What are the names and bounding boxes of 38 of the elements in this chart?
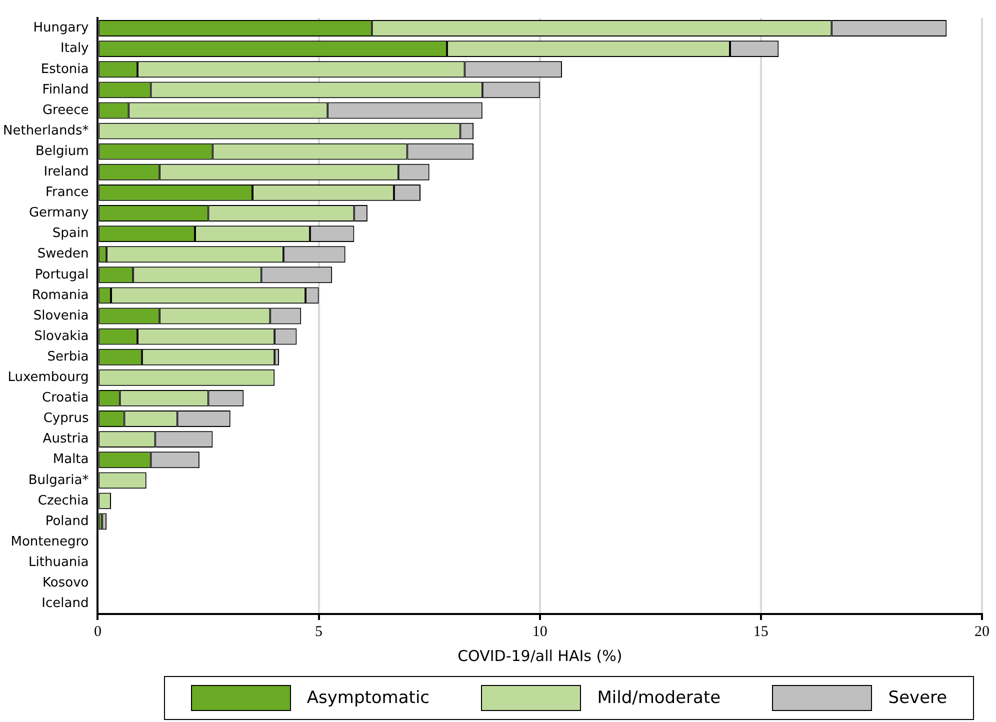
y-tick-label: Croatia [42, 390, 89, 406]
x-tick-label: 5 [315, 624, 323, 640]
x-axis-title: COVID-19/all HAIs (%) [458, 646, 622, 665]
y-tick-label: Hungary [33, 20, 90, 36]
y-tick-label: Estonia [40, 62, 89, 77]
y-tick-label: Malta [52, 452, 89, 468]
y-tick-label: Austria [42, 432, 89, 447]
y-tick-label: Kosovo [42, 576, 89, 591]
y-tick-label: Germany [28, 206, 90, 221]
y-tick-label: Luxembourg [8, 370, 89, 386]
y-tick-label: Finland [42, 82, 89, 98]
y-tick-label: Lithuania [28, 554, 89, 570]
y-tick-label: Portugal [34, 267, 89, 282]
y-tick-label: Ireland [44, 164, 89, 180]
y-tick-label: Serbia [47, 349, 89, 364]
text: Asymptomatic [306, 688, 430, 708]
x-tick-label: 15 [753, 624, 768, 640]
x-tick-label: 20 [974, 624, 990, 640]
y-tick-label: Romania [32, 288, 89, 303]
y-tick-label: Czechia [38, 493, 89, 508]
y-tick-label: Poland [45, 514, 89, 529]
y-tick-label: Cyprus [43, 411, 89, 426]
y-tick-label: Montenegro [10, 534, 89, 550]
y-tick-label: France [46, 185, 89, 200]
y-tick-label: Netherlands* [2, 123, 90, 138]
text: Severe [888, 688, 948, 708]
y-tick-label: Slovakia [34, 328, 89, 344]
x-tick-label: 10 [532, 624, 548, 640]
y-tick-label: Greece [42, 102, 89, 118]
y-tick-label: Bulgaria* [28, 472, 90, 488]
y-tick-label: Iceland [42, 596, 89, 612]
text: Mild/moderate [597, 688, 721, 708]
y-tick-label: Spain [52, 226, 89, 242]
x-tick-label: 0 [94, 624, 102, 640]
y-tick-label: Belgium [35, 144, 89, 159]
y-tick-label: Slovenia [33, 308, 89, 324]
y-tick-label: Sweden [37, 246, 89, 262]
y-tick-label: Italy [60, 41, 90, 56]
